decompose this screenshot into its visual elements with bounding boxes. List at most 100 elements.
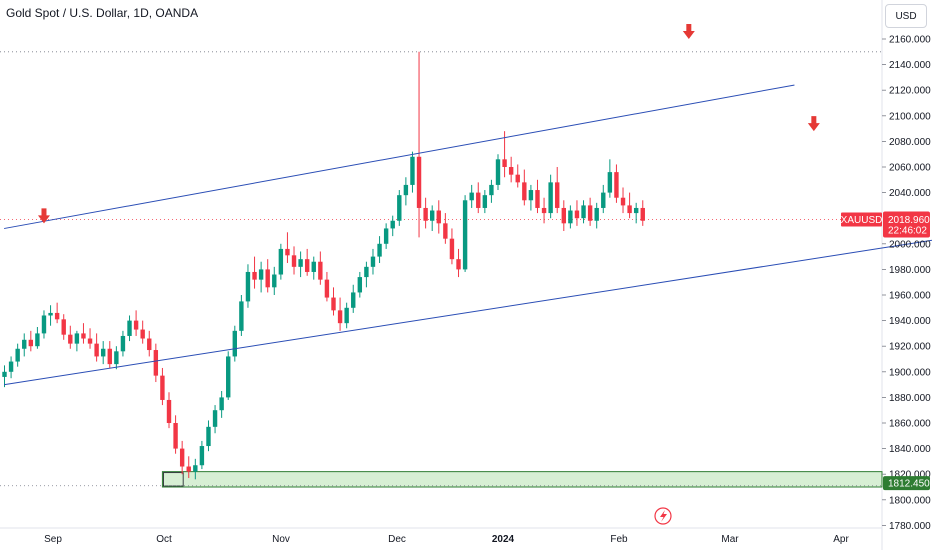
- candle: [627, 192, 632, 219]
- candle: [22, 333, 27, 357]
- candle: [456, 248, 461, 278]
- price-tick-label: 2100.000: [889, 111, 931, 122]
- candle-body: [285, 248, 290, 256]
- price-tick-label: 2140.000: [889, 60, 931, 71]
- candle-body: [482, 195, 488, 208]
- price-tick-label: 1960.000: [889, 291, 931, 302]
- candle-body: [627, 205, 632, 214]
- support-price-value: 1812.450: [888, 479, 930, 490]
- down-arrow-marker: [37, 208, 50, 224]
- candle-body: [186, 466, 191, 472]
- candle: [166, 392, 172, 429]
- candle: [278, 243, 284, 280]
- candle-body: [561, 207, 566, 224]
- candle-body: [239, 301, 244, 331]
- candle-body: [219, 397, 224, 411]
- candle-body: [74, 333, 80, 344]
- candle: [515, 164, 520, 188]
- candle: [107, 341, 112, 368]
- price-tick-label: 1980.000: [889, 265, 931, 276]
- candle-body: [633, 207, 639, 214]
- candle-body: [594, 207, 599, 221]
- candle-body: [383, 228, 389, 244]
- candle-body: [410, 156, 415, 185]
- candle-body: [101, 348, 106, 357]
- candle-body: [390, 220, 395, 229]
- flash-icon[interactable]: [654, 507, 672, 525]
- candle: [370, 248, 376, 275]
- candle: [153, 343, 159, 383]
- price-tick-label: 2120.000: [889, 86, 931, 97]
- candle: [337, 297, 343, 331]
- symbol-tag-label: XAUUSD: [841, 215, 883, 226]
- candle: [291, 246, 297, 275]
- time-tick-label: Feb: [610, 534, 628, 545]
- candle: [331, 287, 336, 316]
- candle: [390, 215, 395, 237]
- candle: [285, 232, 290, 263]
- candle-body: [377, 243, 382, 257]
- support-zone-group: [161, 471, 883, 488]
- time-tick-label: Dec: [388, 534, 406, 545]
- candle-body: [153, 350, 159, 376]
- candle: [397, 190, 402, 226]
- time-axis[interactable]: Sep Oct Nov Dec 2024 Feb Mar Apr: [44, 534, 849, 545]
- candle: [2, 365, 7, 388]
- candle: [8, 356, 14, 379]
- candle: [620, 187, 626, 214]
- candle: [127, 315, 132, 342]
- candle-body: [581, 205, 586, 219]
- candle-body: [331, 297, 336, 311]
- candle: [528, 184, 534, 211]
- price-tick-label: 1820.000: [889, 470, 931, 481]
- candle-body: [278, 248, 284, 275]
- candle: [548, 174, 553, 219]
- candle: [147, 330, 152, 357]
- candle: [469, 184, 474, 208]
- candle: [193, 458, 198, 480]
- candle: [495, 154, 501, 191]
- candle-body: [311, 261, 316, 272]
- candle-body: [508, 167, 514, 175]
- candle-body: [436, 210, 441, 224]
- candle: [318, 251, 323, 285]
- candle: [298, 251, 303, 278]
- candle-body: [81, 333, 86, 339]
- candle-body: [535, 190, 540, 208]
- candle-body: [179, 448, 185, 467]
- candle: [482, 190, 488, 214]
- candle-body: [61, 319, 66, 335]
- candle: [574, 200, 580, 226]
- candle: [423, 197, 428, 229]
- candle-body: [449, 238, 455, 260]
- candle: [160, 367, 165, 406]
- candle: [28, 330, 34, 352]
- candle-body: [574, 210, 580, 219]
- candle-body: [318, 261, 323, 280]
- price-tick-label: 1920.000: [889, 342, 931, 353]
- candle: [462, 195, 468, 272]
- price-axis[interactable]: 2160.000 2140.000 2120.000 2100.000 2080.000…: [882, 35, 931, 532]
- candle: [239, 295, 244, 336]
- candle-body: [252, 271, 257, 280]
- candle: [140, 320, 145, 344]
- candle: [502, 131, 507, 178]
- candle-body: [206, 426, 211, 447]
- price-tick-label: 2060.000: [889, 163, 931, 174]
- support-price-tag: [883, 476, 930, 491]
- candle-body: [94, 343, 99, 357]
- candle: [258, 261, 264, 293]
- candle: [614, 164, 619, 203]
- currency-button[interactable]: USD: [885, 4, 927, 28]
- candle-body: [28, 339, 34, 347]
- candle-body: [456, 259, 461, 270]
- candle: [508, 156, 514, 183]
- candle-body: [351, 292, 356, 308]
- candle-body: [502, 159, 507, 167]
- price-tick-label: 1840.000: [889, 444, 931, 455]
- candle-body: [620, 197, 626, 206]
- candle: [101, 341, 106, 365]
- candle-body: [462, 200, 468, 270]
